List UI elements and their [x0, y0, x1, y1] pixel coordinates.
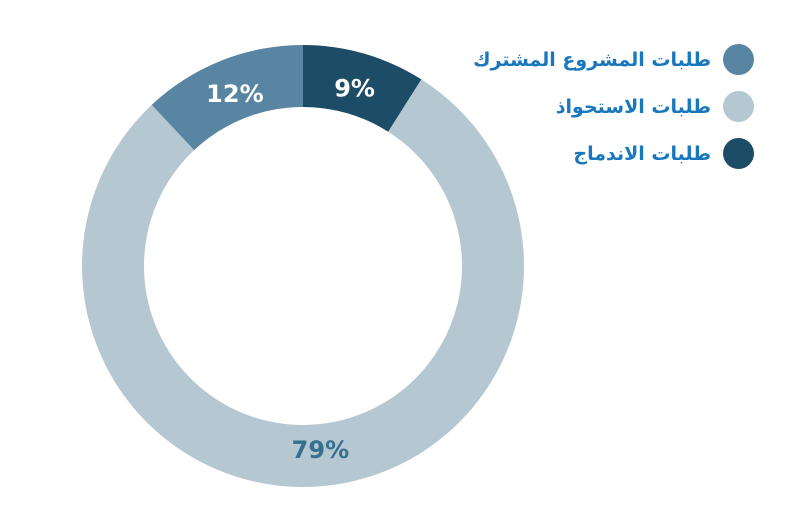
donut-chart-svg: 9% 79% 12% [82, 45, 525, 487]
legend-swatch-icon [723, 44, 754, 75]
legend-swatch-icon [723, 138, 754, 169]
legend-label: طلبات الاندماج [573, 142, 711, 165]
legend-item-acquisition-requests[interactable]: طلبات الاستحواذ [473, 91, 754, 122]
legend-item-joint-venture-requests[interactable]: طلبات المشروع المشترك [473, 44, 754, 75]
legend-label: طلبات المشروع المشترك [473, 48, 711, 71]
legend-item-merger-requests[interactable]: طلبات الاندماج [473, 138, 754, 169]
legend-label: طلبات الاستحواذ [555, 95, 711, 118]
donut-segment-merger-requests[interactable] [303, 45, 422, 132]
donut-chart: 9% 79% 12% [82, 45, 525, 487]
donut-segment-acquisition-requests[interactable] [82, 79, 525, 487]
donut-segment-joint-venture-requests[interactable] [151, 45, 303, 151]
segment-value-label-acquisition-requests: 79% [292, 436, 349, 464]
legend-swatch-icon [723, 91, 754, 122]
chart-legend: طلبات المشروع المشترك طلبات الاستحواذ طل… [473, 44, 754, 169]
segment-value-label-merger-requests: 9% [334, 74, 375, 102]
segment-value-label-joint-venture-requests: 12% [206, 80, 263, 108]
